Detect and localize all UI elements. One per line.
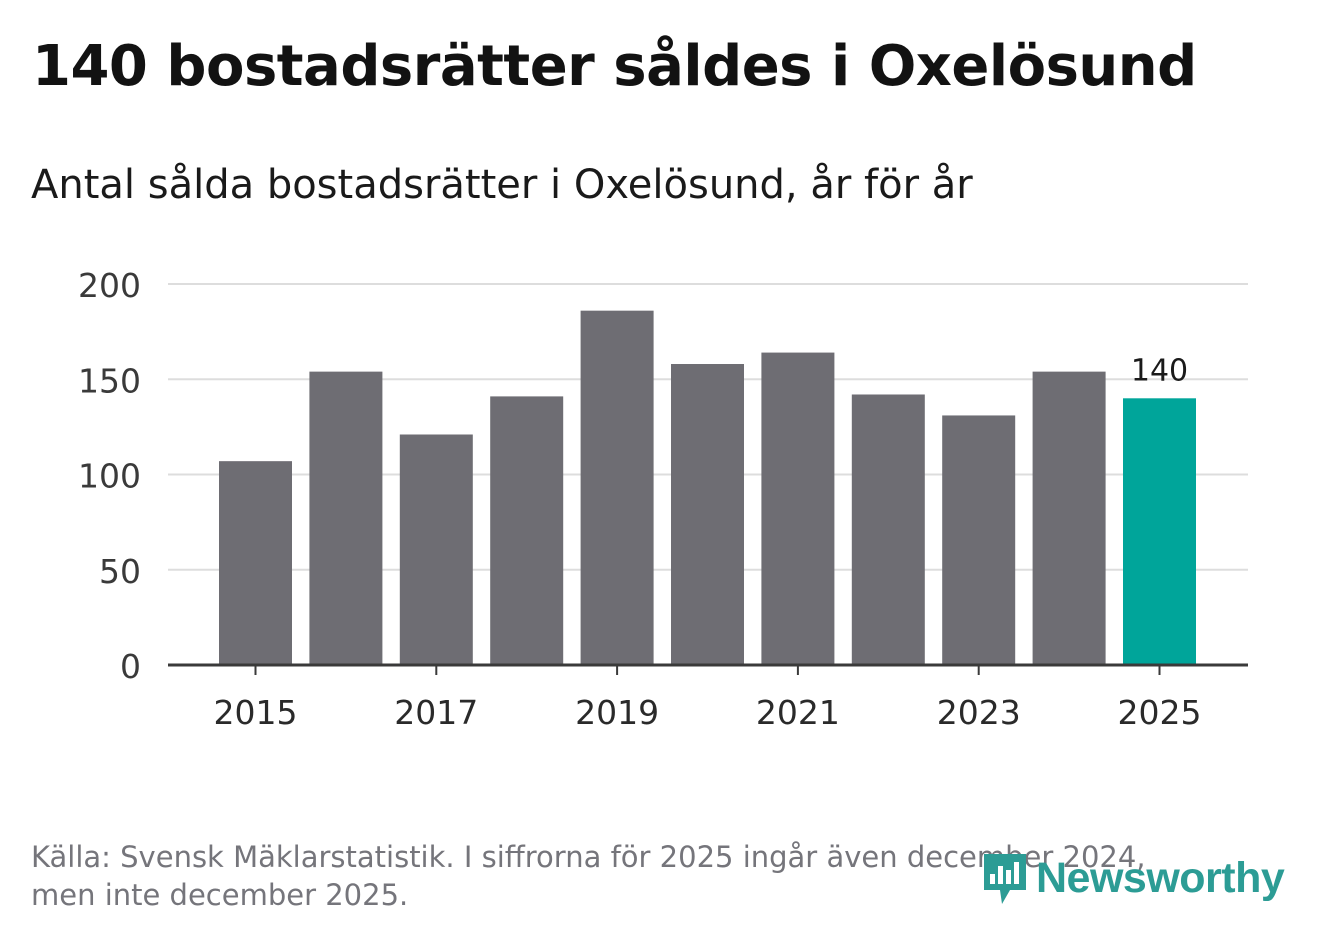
chart-title: 140 bostadsrätter såldes i Oxelösund [32, 34, 1197, 99]
newsworthy-logo: Newsworthy [980, 848, 1285, 908]
bar-2017 [399, 434, 473, 665]
data-labels: 140 [1131, 353, 1188, 388]
source-line-1: Källa: Svensk Mäklarstatistik. I siffror… [31, 840, 1146, 874]
bar-chart: 0 50 100 150 200 2015 2017 2019 2021 2023 2025 14… [78, 266, 1248, 732]
bar-2019 [580, 310, 654, 665]
x-tick-label: 2019 [575, 693, 659, 732]
newsworthy-logo-text: Newsworthy [1036, 853, 1285, 902]
y-tick-label: 150 [78, 361, 141, 400]
y-axis-ticks: 0 50 100 150 200 [78, 266, 141, 686]
y-tick-label: 100 [78, 457, 141, 496]
x-tick-label: 2017 [394, 693, 478, 732]
x-axis-ticks: 2015 2017 2019 2021 2023 2025 [214, 665, 1202, 732]
bar-2023 [942, 415, 1016, 665]
bar-2024 [1032, 371, 1106, 665]
bars [219, 310, 1196, 665]
source-line-2: men inte december 2025. [31, 878, 409, 912]
bar-2018 [490, 396, 564, 665]
x-tick-label: 2025 [1118, 693, 1202, 732]
y-tick-label: 0 [120, 647, 141, 686]
bar-2016 [309, 371, 383, 665]
bar-2022 [851, 394, 925, 665]
x-tick-label: 2015 [214, 693, 298, 732]
source-note: Källa: Svensk Mäklarstatistik. I siffror… [31, 838, 1231, 914]
y-tick-label: 50 [99, 552, 141, 591]
y-tick-label: 200 [78, 266, 141, 305]
data-label-2025: 140 [1131, 353, 1188, 388]
x-tick-label: 2023 [937, 693, 1021, 732]
newsworthy-logo-icon [984, 854, 1026, 904]
x-tick-label: 2021 [756, 693, 840, 732]
bar-2015 [219, 461, 292, 665]
bar-2021 [761, 352, 835, 665]
bar-2020 [671, 364, 744, 665]
chart-subtitle: Antal sålda bostadsrätter i Oxelösund, å… [31, 162, 973, 208]
bar-2025 [1123, 398, 1196, 665]
